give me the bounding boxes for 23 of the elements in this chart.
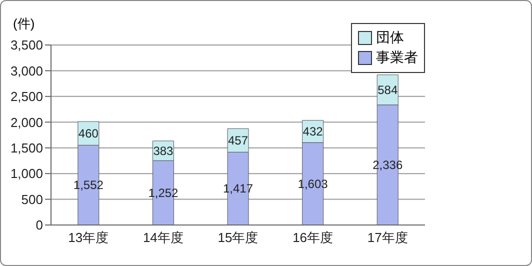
y-tick-label: 500 xyxy=(21,192,43,207)
y-tick-label: 3,500 xyxy=(10,38,43,53)
data-label: 383 xyxy=(153,144,174,158)
data-label: 457 xyxy=(228,133,248,148)
y-axis-title: (件) xyxy=(13,15,35,33)
x-tick-label: 13年度 xyxy=(68,230,109,246)
x-tick-label: 16年度 xyxy=(292,230,334,246)
data-label: 432 xyxy=(302,124,324,138)
data-label: 1,552 xyxy=(73,178,104,192)
y-tick-label: 1,500 xyxy=(10,140,43,156)
x-tick-label: 14年度 xyxy=(142,230,184,246)
x-tick-label: 17年度 xyxy=(367,230,408,246)
y-tick-label: 2,500 xyxy=(10,89,43,104)
legend-label: 団体 xyxy=(376,29,404,47)
legend-label: 事業者 xyxy=(376,49,418,67)
x-tick-label: 15年度 xyxy=(218,230,258,246)
y-tick-label: 2,000 xyxy=(10,114,43,130)
y-tick-label: 1,000 xyxy=(10,166,43,182)
data-label: 1,417 xyxy=(223,182,254,196)
y-tick-label: 3,000 xyxy=(10,63,43,78)
y-tick-label: 0 xyxy=(36,218,43,233)
data-label: 460 xyxy=(78,126,99,140)
data-label: 584 xyxy=(378,82,398,97)
